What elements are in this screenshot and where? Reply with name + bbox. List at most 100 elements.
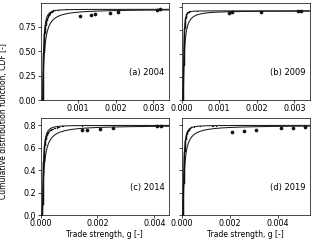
Point (189, 125, 194, 129)
Point (181, 95, 186, 99)
Point (181, 186, 186, 189)
Point (181, 64, 186, 68)
Point (181, 184, 186, 188)
Point (182, 23, 187, 27)
Point (60, 124, 65, 128)
Point (41, 44, 46, 47)
Point (41, 62, 46, 66)
Point (182, 29, 187, 33)
Point (42, 32, 47, 36)
Point (181, 89, 186, 93)
Point (40, 209, 45, 213)
Point (40, 205, 45, 209)
Point (181, 78, 186, 82)
Point (181, 197, 186, 201)
Point (181, 94, 186, 98)
Point (181, 77, 186, 81)
Point (182, 34, 187, 38)
Point (40, 91, 45, 95)
Point (41, 56, 46, 60)
Point (49, 128, 54, 131)
Point (40, 184, 45, 188)
Point (40, 213, 45, 217)
Point (41, 162, 46, 166)
Point (41, 175, 46, 179)
Point (184, 131, 189, 135)
Point (41, 161, 46, 165)
Point (183, 135, 188, 139)
Point (181, 83, 186, 87)
Point (182, 27, 187, 31)
Point (181, 94, 186, 98)
Point (181, 41, 186, 45)
Point (183, 13, 188, 17)
Point (42, 28, 47, 32)
Point (181, 177, 186, 181)
Point (41, 48, 46, 52)
Point (40, 193, 45, 197)
Point (41, 46, 46, 50)
Point (41, 43, 46, 46)
Point (181, 50, 186, 54)
Point (181, 54, 186, 58)
Point (45, 131, 50, 135)
Point (41, 46, 46, 50)
Point (41, 158, 46, 162)
Point (181, 41, 186, 45)
Point (181, 65, 186, 69)
Point (40, 79, 45, 83)
Point (181, 202, 186, 205)
Point (181, 166, 186, 170)
Point (181, 202, 186, 206)
Point (41, 150, 46, 154)
Point (182, 160, 187, 164)
Point (40, 83, 45, 87)
Point (40, 80, 45, 84)
Point (41, 60, 46, 64)
Point (41, 72, 46, 76)
Point (40, 197, 45, 201)
Point (184, 13, 189, 16)
Point (44, 134, 49, 137)
Point (41, 174, 46, 178)
Text: (b) 2009: (b) 2009 (270, 68, 306, 77)
Point (181, 195, 186, 199)
Point (181, 61, 186, 65)
Point (41, 69, 46, 73)
Point (42, 141, 47, 145)
Point (181, 92, 186, 96)
Point (185, 130, 190, 134)
Point (40, 207, 45, 211)
Point (41, 44, 46, 48)
Point (181, 198, 186, 202)
Point (40, 179, 45, 183)
Point (182, 145, 187, 149)
Point (181, 73, 186, 77)
Point (43, 25, 48, 29)
Point (183, 144, 188, 147)
Point (44, 133, 49, 137)
Point (40, 211, 45, 215)
Point (182, 35, 187, 39)
Point (181, 70, 186, 74)
Point (182, 146, 187, 150)
Point (43, 21, 48, 25)
Point (183, 16, 188, 20)
Point (181, 171, 186, 174)
Point (42, 32, 47, 36)
Point (41, 163, 46, 167)
Point (44, 134, 49, 138)
Point (181, 211, 186, 214)
Point (183, 139, 188, 143)
Point (40, 187, 45, 190)
Point (40, 80, 45, 84)
Point (41, 169, 46, 173)
Point (181, 172, 186, 176)
Point (242, 129, 247, 133)
Point (182, 160, 187, 164)
Point (40, 81, 45, 84)
Point (42, 29, 47, 33)
Point (40, 181, 45, 185)
Point (184, 12, 189, 16)
Point (41, 61, 46, 65)
